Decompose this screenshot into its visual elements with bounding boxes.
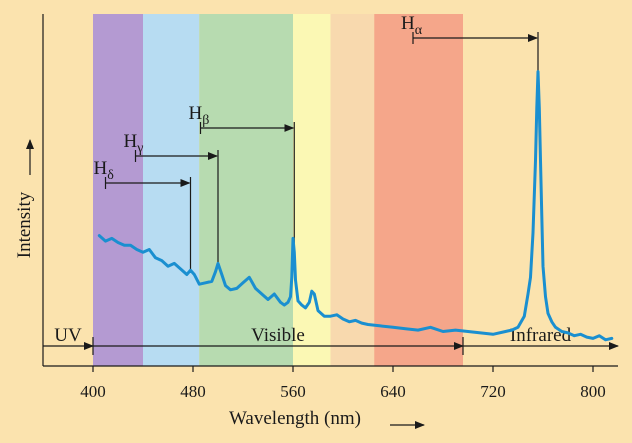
x-tick-label-400: 400	[80, 382, 106, 401]
x-tick-label-480: 480	[180, 382, 206, 401]
plot-frame	[42, 14, 618, 367]
y-axis-label: Intensity	[14, 191, 35, 258]
band-blue	[143, 14, 200, 366]
x-ticks: 400 480 560 640 720 800	[80, 366, 606, 401]
x-tick-label-720: 720	[480, 382, 506, 401]
spectrum-line-0	[97, 70, 614, 342]
band-violet	[93, 14, 143, 366]
region-brackets: UV Visible Infrared	[43, 325, 619, 355]
spectrum-series	[97, 70, 614, 342]
x-tick-label-560: 560	[280, 382, 306, 401]
region-label-visible: Visible	[251, 325, 305, 346]
band-red	[374, 14, 463, 366]
region-label-infrared: Infrared	[510, 325, 572, 346]
x-tick-label-640: 640	[380, 382, 406, 401]
band-orange	[330, 14, 375, 366]
x-tick-label-800: 800	[580, 382, 606, 401]
band-green	[199, 14, 293, 366]
region-label-uv: UV	[54, 325, 82, 346]
x-axis-label: Wavelength (nm)	[229, 408, 361, 429]
visible-spectrum-bands	[93, 14, 463, 366]
band-yellow	[293, 14, 331, 366]
